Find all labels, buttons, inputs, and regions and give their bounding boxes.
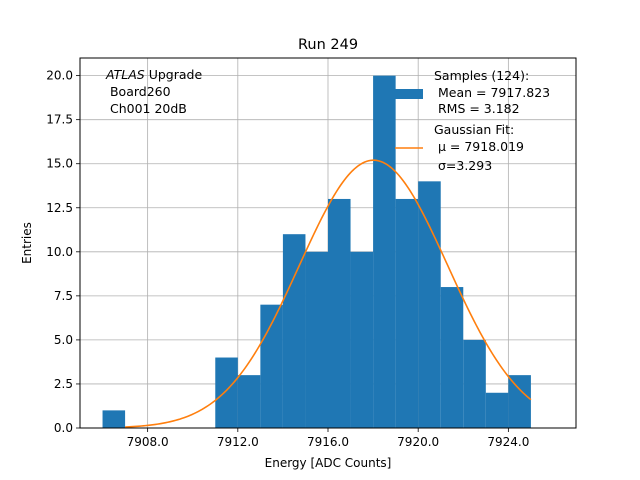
y-tick-label-2: 5.0: [54, 333, 73, 347]
x-axis-ticks: 7908.0 7912.0 7916.0 7920.0 7924.0: [127, 428, 529, 449]
y-tick-label-4: 10.0: [46, 245, 73, 259]
x-tick-label-4: 7924.0: [487, 435, 529, 449]
histogram-bar-16: [463, 339, 486, 428]
legend-fit-title: Gaussian Fit:: [434, 122, 514, 137]
histogram-bar-8: [282, 234, 306, 428]
annotation-board: Board260: [106, 84, 171, 99]
histogram-bar-0: [102, 410, 126, 428]
histogram-bar-18: [508, 375, 531, 428]
legend-samples-title: Samples (124):: [434, 68, 529, 83]
gaussian-fit-curve: [125, 159, 532, 428]
histogram-bar-11: [350, 251, 374, 428]
y-tick-label-3: 7.5: [54, 289, 73, 303]
gaussian-fit: [125, 159, 532, 428]
histogram-bars: [102, 75, 531, 428]
y-tick-label-0: 0.0: [54, 421, 73, 435]
legend-fit-mu: μ = 7918.019: [434, 139, 524, 154]
y-axis-ticks: 0.0 2.5 5.0 7.5 10.0 12.5 15.0 17.5 20.0: [46, 69, 80, 435]
legend-samples-rms: RMS = 3.182: [434, 101, 520, 116]
legend-fit-sigma: σ=3.293: [434, 158, 492, 173]
legend-samples-mean: Mean = 7917.823: [434, 85, 550, 100]
histogram-bar-15: [440, 287, 464, 428]
histogram-bar-12: [373, 75, 396, 428]
histogram-bar-5: [215, 357, 238, 428]
histogram-bar-6: [237, 375, 261, 428]
x-tick-label-1: 7912.0: [217, 435, 259, 449]
x-tick-label-2: 7916.0: [307, 435, 349, 449]
legend: Samples (124): Mean = 7917.823 RMS = 3.1…: [395, 68, 550, 173]
legend-samples-patch: [395, 89, 423, 99]
y-axis-label: Entries: [20, 222, 34, 264]
annotation-atlas: ATLAS: [105, 67, 145, 82]
x-axis-label: Energy [ADC Counts]: [265, 456, 392, 470]
chart-title: Run 249: [298, 37, 358, 53]
y-tick-label-1: 2.5: [54, 377, 73, 391]
x-tick-label-0: 7908.0: [127, 435, 169, 449]
histogram-bar-17: [485, 392, 509, 428]
histogram-bar-13: [395, 198, 419, 428]
histogram-bar-10: [328, 198, 351, 428]
annotation-channel: Ch001 20dB: [106, 101, 187, 116]
y-tick-label-5: 12.5: [46, 201, 73, 215]
annotation-line-1: ATLAS Upgrade: [105, 67, 202, 82]
y-tick-label-8: 20.0: [46, 69, 73, 83]
histogram-bar-9: [305, 251, 328, 428]
y-tick-label-6: 15.0: [46, 157, 73, 171]
annotation-upgrade: Upgrade: [145, 67, 203, 82]
x-tick-label-3: 7920.0: [397, 435, 439, 449]
histogram-bar-14: [418, 181, 441, 428]
y-tick-label-7: 17.5: [46, 113, 73, 127]
